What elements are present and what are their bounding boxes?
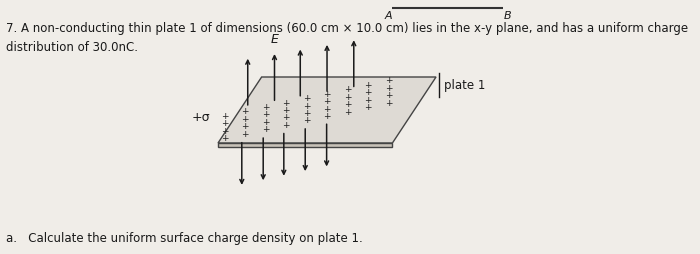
Text: plate 1: plate 1 [444, 79, 485, 92]
Text: +: + [262, 103, 269, 112]
Text: +: + [344, 92, 351, 102]
Text: +: + [282, 99, 290, 107]
Text: +: + [282, 106, 290, 115]
Text: +: + [323, 90, 330, 99]
Text: +: + [323, 104, 330, 114]
Text: +: + [364, 96, 372, 105]
Text: +: + [385, 99, 392, 107]
Text: +: + [364, 81, 372, 90]
Text: +: + [323, 97, 330, 106]
Text: +: + [385, 84, 392, 93]
Text: a.   Calculate the uniform surface charge density on plate 1.: a. Calculate the uniform surface charge … [6, 232, 363, 245]
Text: +: + [241, 130, 248, 139]
Text: +: + [241, 115, 248, 124]
Text: +: + [364, 88, 372, 97]
Text: E: E [271, 33, 279, 46]
Text: +: + [364, 103, 372, 112]
Text: +: + [344, 85, 351, 94]
Text: +: + [385, 91, 392, 100]
Text: +: + [220, 112, 228, 121]
Text: +: + [323, 112, 330, 121]
Text: +: + [220, 134, 228, 143]
Text: +: + [344, 100, 351, 109]
Text: +: + [385, 76, 392, 85]
Text: +: + [302, 94, 310, 103]
Text: B: B [503, 11, 511, 21]
Text: +: + [302, 109, 310, 118]
Text: +: + [282, 114, 290, 122]
Text: 7. A non-conducting thin plate 1 of dimensions (60.0 cm × 10.0 cm) lies in the x: 7. A non-conducting thin plate 1 of dime… [6, 22, 687, 35]
Text: +: + [220, 119, 228, 128]
Text: +: + [220, 127, 228, 136]
Text: +: + [302, 116, 310, 125]
Text: +: + [262, 110, 269, 119]
Text: +: + [262, 118, 269, 127]
Text: distribution of 30.0nC.: distribution of 30.0nC. [6, 41, 137, 54]
Polygon shape [218, 143, 393, 147]
Text: +: + [302, 102, 310, 110]
Text: +: + [241, 107, 248, 116]
Text: +σ: +σ [192, 111, 210, 124]
Text: +: + [262, 125, 269, 134]
Text: +: + [241, 122, 248, 131]
Text: A: A [385, 11, 392, 21]
Polygon shape [218, 77, 436, 143]
Text: +: + [282, 121, 290, 130]
Text: +: + [344, 107, 351, 117]
